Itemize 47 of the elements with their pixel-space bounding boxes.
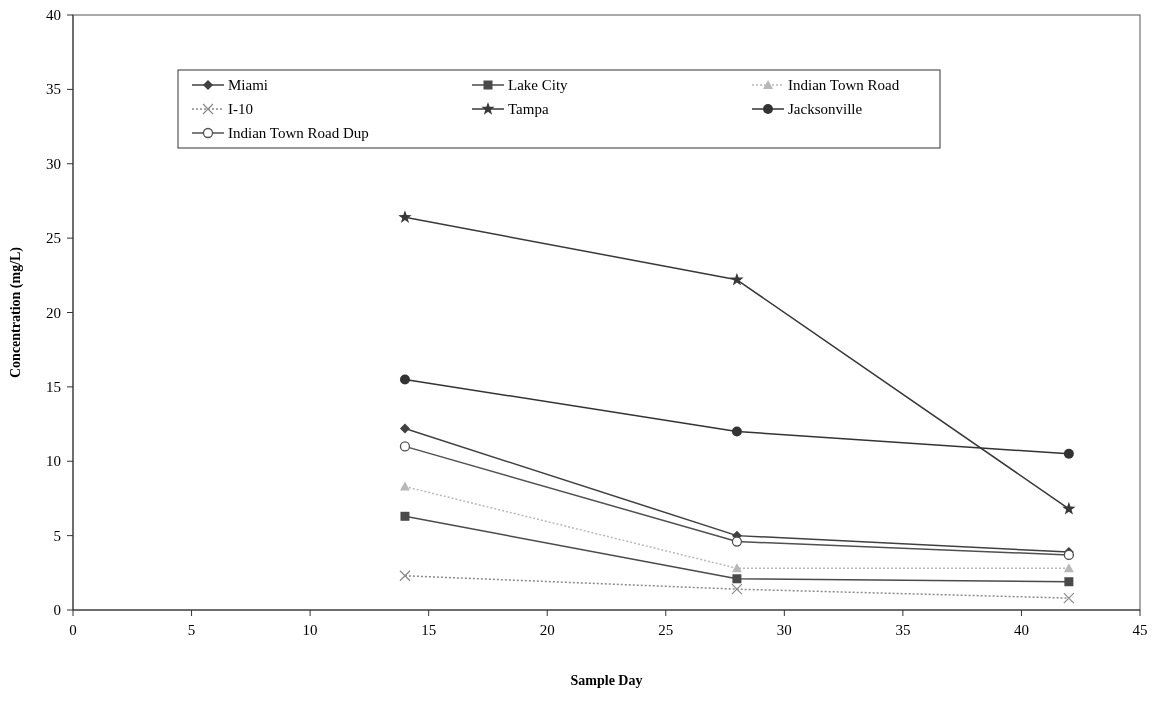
x-tick-label: 30	[776, 622, 792, 638]
point	[399, 570, 411, 582]
point	[399, 423, 410, 434]
legend-label: I-10	[228, 101, 253, 117]
x-tick-label: 25	[658, 622, 674, 638]
x-tick-label: 15	[421, 622, 437, 638]
point	[730, 272, 744, 286]
y-tick-label: 35	[46, 81, 61, 98]
point	[399, 441, 411, 452]
point	[1063, 448, 1074, 459]
point	[1063, 549, 1075, 561]
point	[399, 481, 410, 491]
legend-label: Lake City	[508, 77, 569, 93]
point	[1063, 563, 1074, 573]
point	[731, 563, 742, 573]
point	[731, 583, 743, 595]
x-tick-label: 40	[1013, 622, 1029, 638]
y-tick-label: 40	[46, 7, 61, 23]
legend-label: Jacksonville	[788, 101, 863, 117]
x-tick-label: 35	[895, 622, 911, 638]
y-tick-label: 0	[53, 602, 61, 618]
legend-label: Miami	[228, 77, 268, 93]
y-tick-label: 30	[46, 155, 61, 172]
legend-label: Tampa	[508, 101, 549, 117]
x-tick-label: 5	[187, 622, 196, 638]
x-tick-label: 10	[302, 622, 318, 638]
point	[1063, 592, 1075, 604]
point	[732, 574, 742, 584]
x-axis-title: Sample Day	[570, 673, 643, 688]
legend-label: Indian Town Road	[788, 77, 900, 93]
x-tick-label: 0	[69, 622, 77, 638]
point	[731, 536, 743, 547]
y-tick-label: 25	[46, 230, 61, 247]
point	[1064, 577, 1074, 587]
y-tick-label: 15	[46, 378, 61, 395]
x-tick-label: 45	[1132, 622, 1148, 638]
y-tick-label: 10	[46, 453, 61, 470]
point	[399, 374, 410, 385]
x-tick-label: 20	[539, 622, 555, 638]
point	[731, 426, 742, 437]
y-axis-title: Concentration (mg/L)	[8, 246, 24, 379]
point	[398, 210, 412, 223]
point	[1062, 501, 1076, 515]
y-tick-label: 5	[53, 527, 61, 544]
legend-label: Indian Town Road Dup	[228, 125, 369, 141]
y-tick-label: 20	[46, 304, 61, 321]
point	[400, 511, 410, 521]
